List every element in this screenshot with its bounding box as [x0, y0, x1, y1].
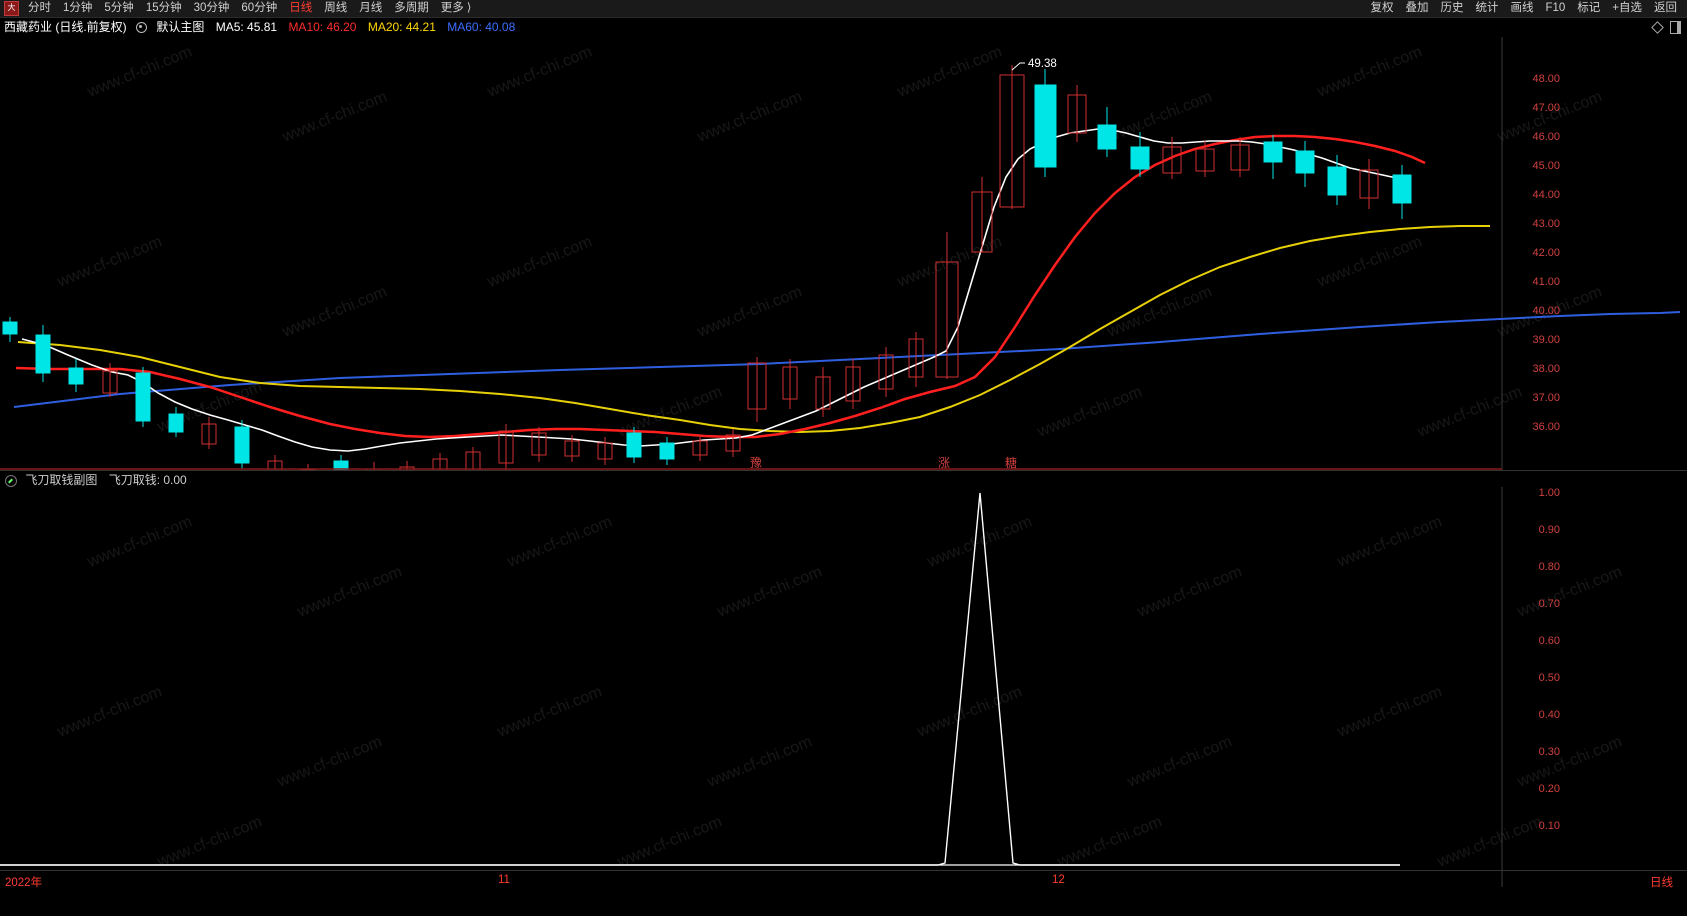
btn-add-zixuan[interactable]: +自选 [1612, 2, 1642, 14]
axis-year-label: 2022年 [5, 877, 43, 889]
diamond-icon[interactable] [1651, 21, 1664, 34]
btn-lishi[interactable]: 历史 [1440, 2, 1464, 14]
svg-text:39.00: 39.00 [1532, 334, 1560, 346]
indicator-dot-icon[interactable] [136, 21, 148, 33]
ma20-value: MA20: 44.21 [367, 20, 436, 34]
svg-text:0.90: 0.90 [1539, 524, 1560, 536]
btn-diejia[interactable]: 叠加 [1405, 2, 1429, 14]
indicator-chart-svg[interactable]: www.cf-chi.com www.cf-chi.com www.cf-chi… [0, 487, 1687, 887]
period-60min[interactable]: 60分钟 [241, 2, 278, 14]
period-15min[interactable]: 15分钟 [145, 2, 182, 14]
ma5-line [21, 128, 1406, 452]
svg-text:0.40: 0.40 [1539, 709, 1560, 721]
svg-text:46.00: 46.00 [1532, 131, 1560, 143]
indicator-check-icon[interactable] [5, 474, 17, 487]
event-mark-2: 糖 [1005, 455, 1017, 470]
svg-text:36.00: 36.00 [1532, 421, 1560, 433]
btn-tongji[interactable]: 统计 [1475, 2, 1499, 14]
period-fenshi[interactable]: 分时 [28, 2, 51, 14]
panel-layout-icon[interactable] [1670, 21, 1681, 34]
period-monthly[interactable]: 月线 [359, 2, 383, 14]
ma60-value: MA60: 40.08 [447, 20, 516, 34]
period-5min[interactable]: 5分钟 [104, 2, 134, 14]
svg-text:38.00: 38.00 [1532, 363, 1560, 375]
svg-text:42.00: 42.00 [1532, 247, 1560, 259]
indicator-value: 飞刀取钱: 0.00 [108, 473, 187, 487]
app-logo-icon[interactable]: 大 [4, 1, 19, 16]
ma10-line [15, 134, 1426, 439]
top-toolbar: 大 分时 1分钟 5分钟 15分钟 30分钟 60分钟 日线 周线 月线 多周期… [0, 0, 1687, 18]
ma5-value: MA5: 45.81 [215, 20, 278, 34]
period-weekly[interactable]: 周线 [324, 2, 348, 14]
period-30min[interactable]: 30分钟 [193, 2, 230, 14]
svg-text:41.00: 41.00 [1532, 276, 1560, 288]
indicator-title: 飞刀取钱副图 [25, 473, 98, 487]
price-chart-pane[interactable]: www.cf-chi.com www.cf-chi.com www.cf-chi… [0, 37, 1687, 470]
svg-text:40.00: 40.00 [1532, 305, 1560, 317]
svg-text:47.00: 47.00 [1532, 102, 1560, 114]
svg-text:45.00: 45.00 [1532, 160, 1560, 172]
period-multi[interactable]: 多周期 [394, 2, 429, 14]
axis-tick-11: 11 [498, 874, 510, 886]
event-marks: 豫 涨 糖 [750, 455, 1017, 470]
svg-text:0.80: 0.80 [1539, 561, 1560, 573]
period-1min[interactable]: 1分钟 [63, 2, 93, 14]
svg-text:0.60: 0.60 [1539, 635, 1560, 647]
btn-biaoji[interactable]: 标记 [1577, 2, 1601, 14]
price-chart-svg[interactable]: www.cf-chi.com www.cf-chi.com www.cf-chi… [0, 37, 1687, 470]
stock-name-label: 西藏药业 (日线.前复权) [4, 20, 127, 34]
price-axis-labels: 48.00 47.00 46.00 45.00 44.00 43.00 42.0… [1532, 73, 1560, 433]
svg-text:0.30: 0.30 [1539, 746, 1560, 758]
chart-header: 西藏药业 (日线.前复权) 默认主图 MA5: 45.81 MA10: 46.2… [0, 19, 1687, 36]
indicator-header: 飞刀取钱副图 飞刀取钱: 0.00 [0, 471, 187, 487]
indicator-axis-labels: 1.00 0.90 0.80 0.70 0.60 0.50 0.40 0.30 … [1539, 487, 1560, 832]
btn-f10[interactable]: F10 [1545, 2, 1566, 14]
event-mark-1: 涨 [938, 455, 950, 470]
svg-text:0.50: 0.50 [1539, 672, 1560, 684]
svg-text:44.00: 44.00 [1532, 189, 1560, 201]
indicator-pane[interactable]: 飞刀取钱副图 飞刀取钱: 0.00 www.cf-chi.com www.cf-… [0, 470, 1687, 894]
svg-text:0.20: 0.20 [1539, 783, 1560, 795]
axis-period-label: 日线 [1650, 877, 1673, 889]
event-mark-0: 豫 [750, 456, 762, 470]
svg-text:43.00: 43.00 [1532, 218, 1560, 230]
svg-text:37.00: 37.00 [1532, 392, 1560, 404]
annotation-layer: 49.38 35.12 [1011, 58, 1057, 71]
btn-huaxian[interactable]: 画线 [1510, 2, 1534, 14]
axis-tick-12: 12 [1052, 874, 1065, 886]
period-daily[interactable]: 日线 [289, 2, 313, 14]
btn-fuquan[interactable]: 复权 [1370, 2, 1394, 14]
ma20-line [17, 225, 1490, 434]
candlestick-series [2, 65, 1412, 470]
high-price-annotation: 49.38 [1028, 58, 1057, 70]
svg-text:0.10: 0.10 [1539, 820, 1560, 832]
time-axis-footer: 2022年 11 12 日线 [0, 870, 1687, 894]
header-right-icons [1651, 19, 1681, 36]
svg-text:48.00: 48.00 [1532, 73, 1560, 85]
ma60-line [13, 311, 1681, 408]
btn-back[interactable]: 返回 [1654, 2, 1677, 14]
main-chart-label[interactable]: 默认主图 [156, 20, 205, 34]
toolbar-right-group: 复权 叠加 历史 统计 画线 F10 标记 +自选 返回 [1364, 0, 1683, 17]
toolbar-left-group: 大 分时 1分钟 5分钟 15分钟 30分钟 60分钟 日线 周线 月线 多周期… [0, 0, 477, 17]
ma10-value: MA10: 46.20 [288, 20, 357, 34]
period-more[interactable]: 更多 ⟩ [440, 2, 472, 14]
svg-text:1.00: 1.00 [1539, 487, 1560, 499]
svg-text:0.70: 0.70 [1539, 598, 1560, 610]
